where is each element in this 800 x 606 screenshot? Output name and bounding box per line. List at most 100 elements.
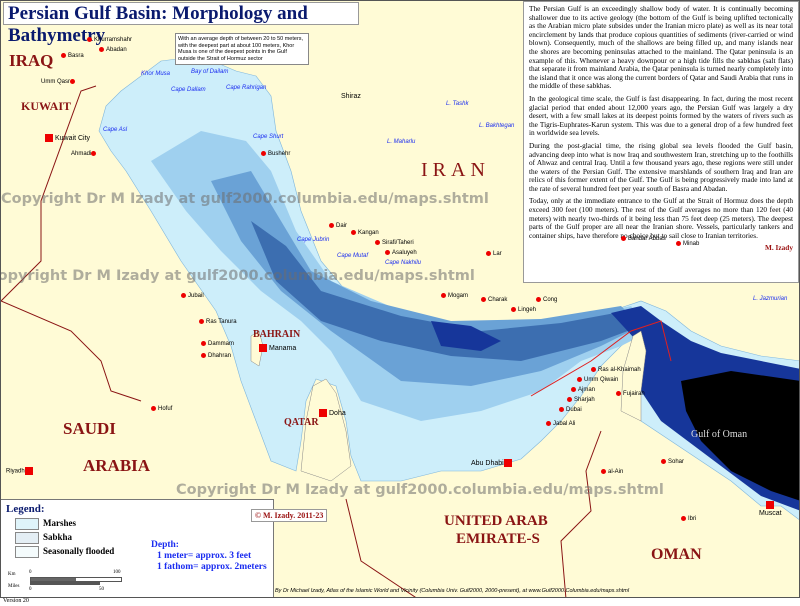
city-muscat: Muscat xyxy=(759,501,782,517)
city-dhahran: Dhahran xyxy=(201,353,231,359)
city-umm-qasr: Umm Qasr xyxy=(41,79,77,85)
label-cape-mutaf: Cape Mutaf xyxy=(337,253,369,259)
legend-label-seasonally-flooded: Seasonally flooded xyxy=(43,546,115,556)
depth-title: Depth: xyxy=(151,540,179,550)
city-ras-al-khaimah: Ras al-Khaimah xyxy=(591,367,641,373)
depth-note: With an average depth of between 20 to 5… xyxy=(175,33,309,65)
bahrain-island xyxy=(250,330,264,367)
credit-line: By Dr Michael Izady, Atlas of the Islami… xyxy=(275,588,630,594)
legend-title: Legend: xyxy=(6,503,45,515)
city-doha: Doha xyxy=(319,409,346,417)
city-bushehr: Bushehr xyxy=(261,151,290,157)
label-bay-of-dailam: Bay of Dailam xyxy=(191,69,229,75)
city-fujairah: Fujairah xyxy=(616,391,645,397)
label-lake-bakhtegan: L. Bakhtegan xyxy=(479,123,515,129)
version-label: Version 20 xyxy=(3,598,29,604)
city-riyadh: Riyadh xyxy=(6,467,35,475)
iran-uae-median-line xyxy=(530,320,672,397)
city-ras-tanura: Ras Tanura xyxy=(199,319,237,325)
legend-label-sabkha: Sabkha xyxy=(43,532,73,542)
label-cape-dallam: Cape Dallam xyxy=(171,87,206,93)
country-iraq: IRAQ xyxy=(9,51,54,70)
city-lingeh: Lingeh xyxy=(511,307,536,313)
gulf-of-oman-abyss xyxy=(681,371,799,501)
depth-conversion: Depth: 1 meter= approx. 3 feet 1 fathom=… xyxy=(151,540,267,573)
label-cape-jubrin: Cape Jubrin xyxy=(297,237,330,243)
city-dair: Dair xyxy=(329,223,347,229)
country-qatar: QATAR xyxy=(284,417,319,428)
qatar-peninsula xyxy=(300,378,352,482)
description-panel: The Persian Gulf is an exceedingly shall… xyxy=(523,1,799,283)
uae-oman-border xyxy=(560,430,602,597)
scale-km-bar xyxy=(30,577,122,582)
city-manama: Manama xyxy=(259,344,296,352)
city-charak: Charak xyxy=(481,297,507,303)
city-hofuf: Hofuf xyxy=(151,406,172,412)
country-arabia: ARABIA xyxy=(83,456,151,475)
label-khor-musa: Khor Musa xyxy=(141,71,171,77)
city-ajman: Ajman xyxy=(571,387,595,393)
label-cape-rahrigan: Cape Rahrigan xyxy=(226,85,267,91)
scale-km-tick: 0 xyxy=(29,570,32,575)
city-shiraz: Shiraz xyxy=(341,93,361,100)
deeper-water xyxy=(251,221,641,361)
city-bandar-abbas: Bandar Abbas xyxy=(621,236,666,242)
legend-swatch-marshes xyxy=(15,518,39,530)
persian-gulf-water xyxy=(98,55,799,520)
scale-km-tick: 100 xyxy=(113,570,121,575)
city-kangan: Kangan xyxy=(351,230,379,236)
city-abu-dhabi: Abu Dhabi xyxy=(471,459,514,467)
city-cong: Cong xyxy=(536,297,557,303)
map-title: Persian Gulf Basin: Morphology and Bathy… xyxy=(3,2,359,46)
country-uae-line1: UNITED ARAB xyxy=(444,513,548,529)
label-cape-nakhilu: Cape Nakhilu xyxy=(385,260,422,266)
city-dammam: Dammam xyxy=(201,341,234,347)
paragraph: The Persian Gulf is an exceedingly shall… xyxy=(529,4,793,91)
watermark: Copyright Dr M Izady at gulf2000.columbi… xyxy=(0,268,475,284)
shallow-water xyxy=(98,55,799,520)
city-siraf: Sirafi/Taheri xyxy=(375,240,414,246)
depth-line: 1 fathom= approx. 2meters xyxy=(157,562,267,572)
city-umm-qiwain: Umm Qiwain xyxy=(577,377,618,383)
city-minab: Minab xyxy=(676,241,699,247)
legend-swatch-sabkha xyxy=(15,532,39,544)
depth-line: 1 meter= approx. 3 feet xyxy=(157,551,252,561)
country-saudi: SAUDI xyxy=(63,419,116,438)
label-lake-maharlu: L. Maharlu xyxy=(387,139,416,145)
scale-miles-label: Miles xyxy=(8,584,20,589)
city-basra: Basra xyxy=(61,53,84,59)
iraq-kuwait-border xyxy=(1,85,97,302)
city-sharjah: Sharjah xyxy=(567,397,595,403)
deepest-gulf-water xyxy=(431,306,799,511)
city-lar: Lar xyxy=(486,251,502,257)
paragraph: Today, only at the immediate entrance to… xyxy=(529,196,793,240)
city-ahmadi: Ahmadi xyxy=(71,151,98,157)
city-jubail: Jubail xyxy=(181,293,204,299)
city-jabal-ali: Jabal Ali xyxy=(546,421,575,427)
city-kuwait-city: Kuwait City xyxy=(45,134,90,142)
scale-mile-tick: 50 xyxy=(99,587,104,592)
city-ibri: Ibri xyxy=(681,516,696,522)
label-cape-shurt: Cape Shurt xyxy=(253,134,284,140)
country-bahrain: BAHRAIN xyxy=(253,329,301,340)
scale-km-label: Km xyxy=(8,572,16,577)
paragraph: In the geological time scale, the Gulf i… xyxy=(529,93,793,138)
city-khurramshahr: Khurramshahr xyxy=(87,37,132,43)
country-iran: IRAN xyxy=(421,159,490,181)
country-uae-line2: EMIRATE-S xyxy=(456,531,540,547)
city-asaluyeh: Asaluyeh xyxy=(385,250,417,256)
city-al-ain: al-Ain xyxy=(601,469,623,475)
country-kuwait: KUWAIT xyxy=(21,99,72,113)
city-dubai: Dubai xyxy=(559,407,582,413)
signature: M. Izady xyxy=(765,243,793,253)
scale-mile-bar xyxy=(30,582,100,585)
sea-label-gulf-of-oman: Gulf of Oman xyxy=(691,429,748,440)
legend: Legend: Marshes Sabkha Seasonally floode… xyxy=(1,499,274,597)
paragraph: During the post-glacial time, the rising… xyxy=(529,140,793,193)
kuwait-saudi-border xyxy=(1,300,142,402)
watermark: Copyright Dr M Izady at gulf2000.columbi… xyxy=(176,482,664,498)
saudi-uae-border xyxy=(345,498,416,597)
label-lake-jazmurian: L. Jazmurian xyxy=(753,296,788,302)
